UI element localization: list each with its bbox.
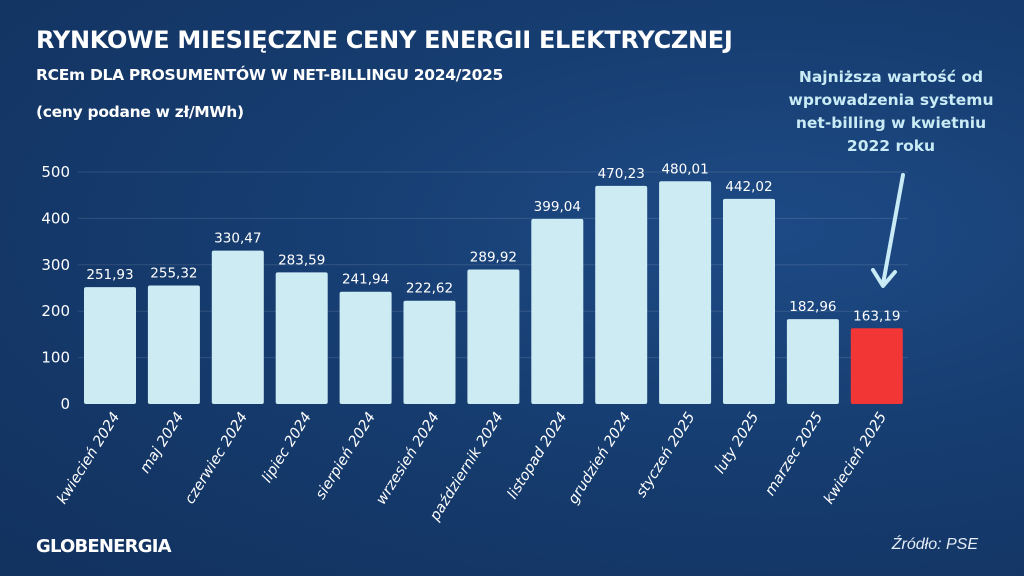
bar	[275, 272, 328, 404]
bar	[84, 287, 136, 404]
bar	[339, 291, 392, 404]
x-tick-label: czerwiec 2024	[182, 410, 251, 507]
bar	[211, 250, 264, 404]
data-label: 283,59	[278, 252, 325, 268]
data-label: 480,01	[661, 161, 708, 177]
arrow-head-icon	[871, 268, 897, 288]
y-tick-label: 100	[41, 349, 70, 367]
x-tick-label: marzec 2025	[762, 410, 826, 499]
data-label: 182,96	[789, 299, 836, 315]
annotation-text: Najniższa wartość od wprowadzenia system…	[788, 68, 994, 155]
bar	[786, 319, 839, 404]
x-tick-label: sierpień 2024	[313, 410, 379, 503]
data-label: 399,04	[534, 199, 581, 215]
bar	[850, 328, 903, 404]
data-label: 251,93	[86, 267, 133, 283]
x-tick-label: luty 2025	[712, 410, 762, 477]
y-tick-label: 0	[60, 395, 70, 413]
x-tick-label: październik 2024	[427, 410, 507, 525]
bar	[659, 181, 712, 404]
x-tick-label: styczeń 2025	[634, 410, 699, 501]
data-label: 442,02	[725, 179, 772, 195]
x-tick-label: kwiecień 2024	[54, 410, 123, 507]
logo: GLOBENERGIA	[36, 536, 172, 557]
chart-subtitle: RCEm DLA PROSUMENTÓW W NET-BILLINGU 2024…	[36, 66, 504, 84]
bar	[531, 218, 584, 404]
x-tick-label: grudzień 2024	[565, 410, 634, 507]
data-label: 470,23	[598, 166, 645, 182]
y-tick-label: 200	[41, 302, 70, 320]
x-tick-label: maj 2024	[137, 410, 187, 477]
x-tick-label: kwiecień 2025	[821, 410, 890, 507]
chart-title: RYNKOWE MIESIĘCZNE CENY ENERGII ELEKTRYC…	[36, 26, 733, 54]
y-tick-label: 300	[41, 256, 70, 274]
data-label: 255,32	[150, 266, 197, 282]
unit-note: (ceny podane w zł/MWh)	[36, 103, 244, 121]
y-tick-label: 400	[41, 209, 70, 227]
data-label: 241,94	[342, 272, 389, 288]
bar	[467, 269, 520, 404]
bar	[723, 198, 775, 404]
x-tick-label: lipiec 2024	[259, 410, 315, 486]
arrow-icon	[881, 173, 905, 286]
bar	[595, 185, 648, 404]
source-note: Źródło: PSE	[891, 536, 978, 553]
data-label: 163,19	[853, 308, 900, 324]
data-label: 330,47	[214, 231, 261, 247]
data-label: 289,92	[470, 249, 517, 265]
x-tick-label: listopad 2024	[505, 410, 571, 502]
bar	[147, 285, 200, 404]
data-label: 222,62	[406, 281, 453, 297]
y-tick-label: 500	[41, 163, 70, 181]
bar	[403, 300, 456, 404]
x-tick-label: wrzesień 2024	[373, 410, 443, 508]
